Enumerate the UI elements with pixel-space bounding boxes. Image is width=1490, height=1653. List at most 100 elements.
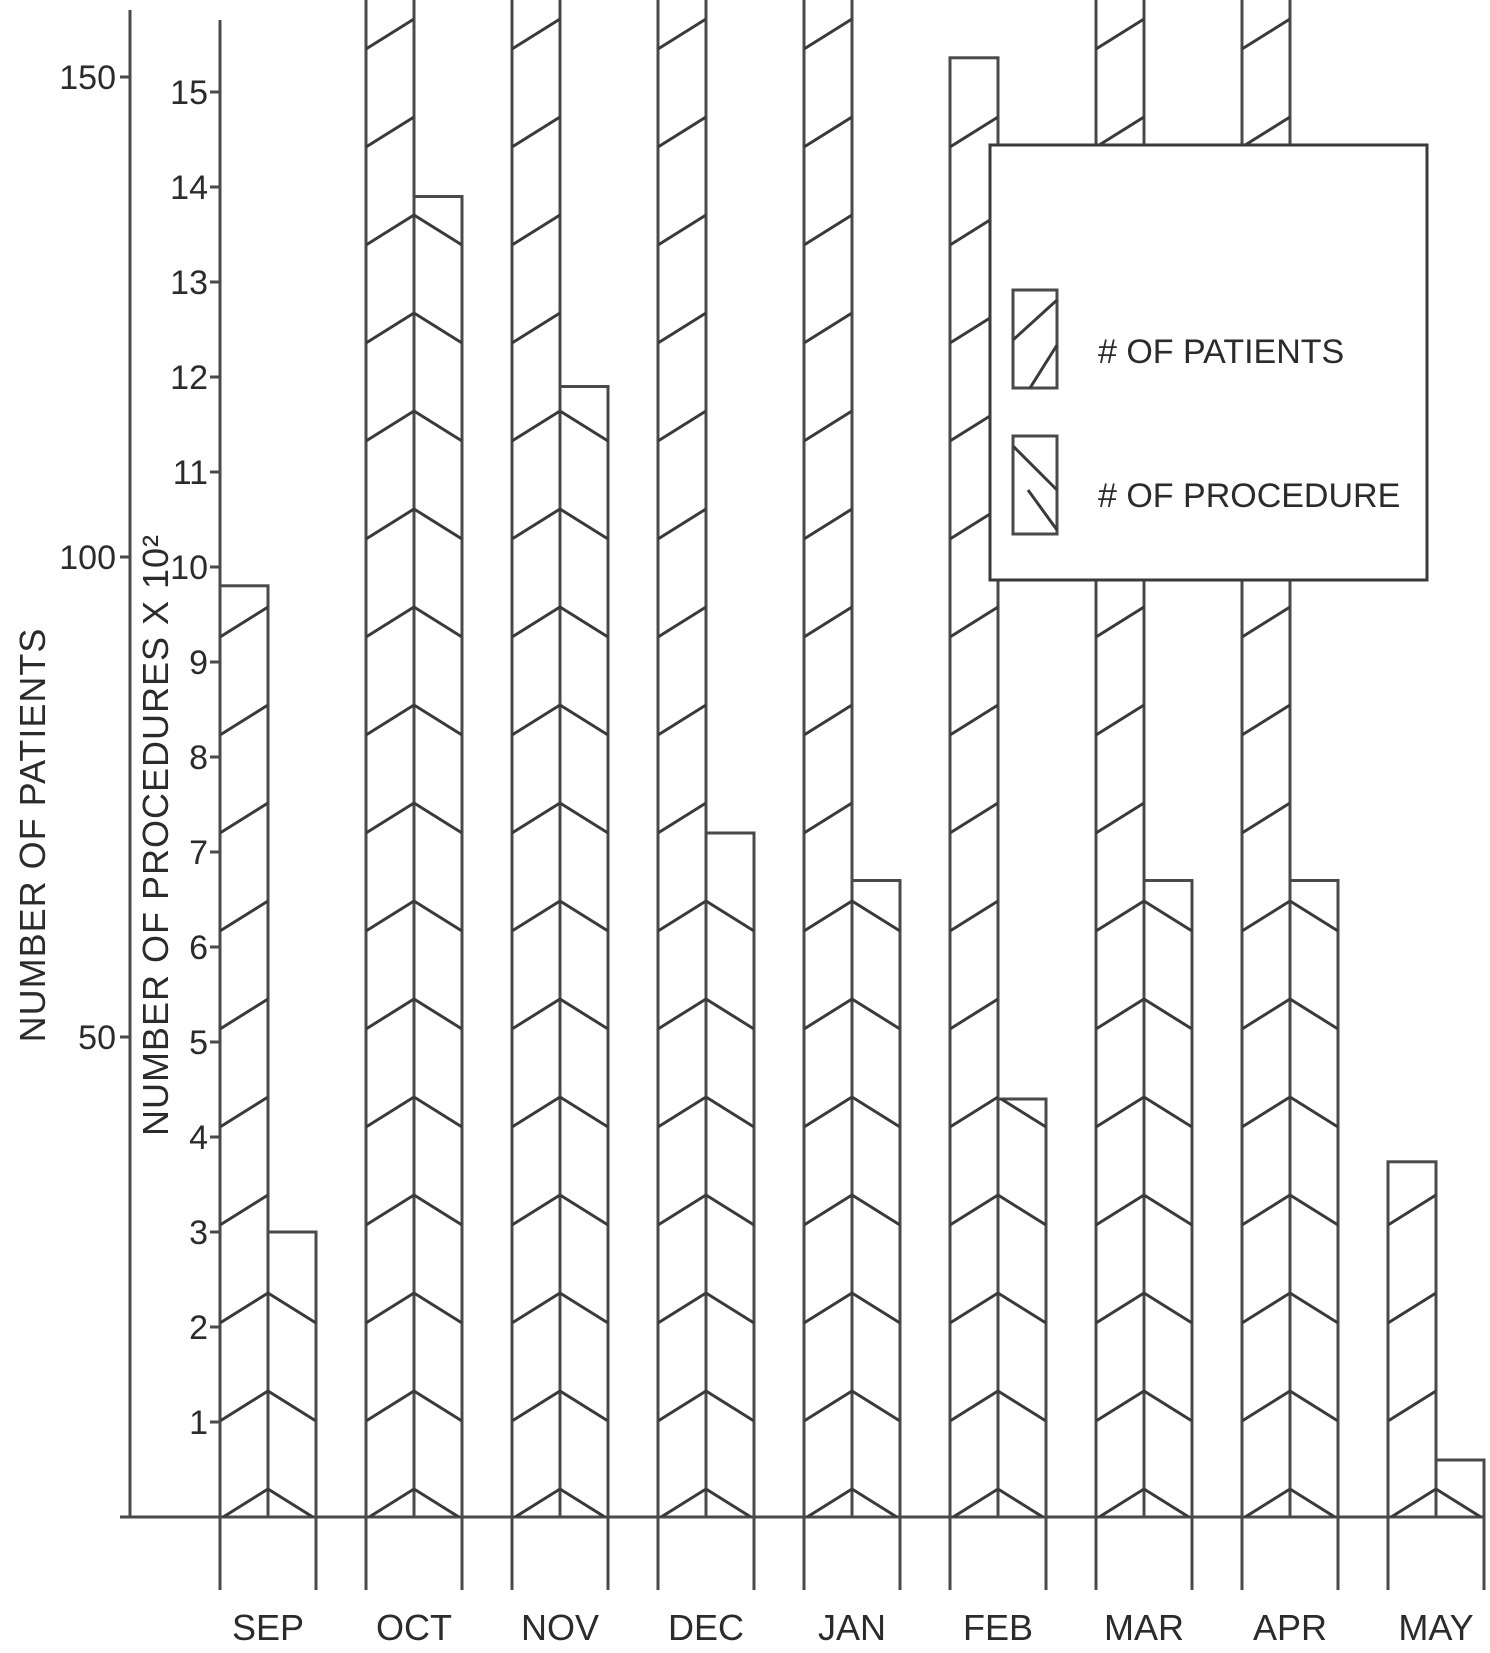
- month-label-dec: DEC: [668, 1607, 744, 1648]
- bar-pair-mar-hatch-stroke: [1096, 1291, 1192, 1325]
- bar-pair-nov-hatch-stroke: [512, 997, 608, 1031]
- bar-procedures-dec: [704, 831, 756, 1519]
- bar-group-oct: [364, 0, 464, 1519]
- bar-group-may: [1386, 1160, 1486, 1519]
- bar-pair-apr-hatch-stroke: [1242, 1291, 1338, 1325]
- bar-patients-dec: [656, 0, 708, 1519]
- bar-pair-nov-hatch-stroke: [512, 409, 608, 443]
- right-tick-label: 3: [189, 1214, 208, 1252]
- bar-patients-may: [1386, 1160, 1438, 1519]
- bar-pair-mar-hatch-stroke: [1096, 1193, 1192, 1227]
- bar-hatching: [366, 17, 462, 1517]
- bar-group-nov: [510, 0, 610, 1519]
- bar-pair-jan-hatch-stroke: [804, 1389, 900, 1423]
- bar-pair-mar-hatch-stroke: [1096, 997, 1192, 1031]
- bar-pair-apr-hatch-stroke: [1242, 997, 1338, 1031]
- right-tick-label: 10: [170, 549, 208, 587]
- right-tick-label: 15: [170, 74, 208, 112]
- bar-pair-nov-hatch-stroke: [512, 703, 608, 737]
- right-tick-label: 6: [189, 929, 208, 967]
- legend-label-procedures: # OF PROCEDURE: [1098, 477, 1400, 515]
- legend-swatch-hatch: [1011, 444, 1059, 492]
- bar-group-dec: [656, 0, 756, 1519]
- bar-pair-oct-hatch-stroke: [366, 311, 462, 345]
- bar-patients-nov: [510, 0, 562, 1519]
- bar-group-jan: [802, 0, 902, 1519]
- bar-group-sep: [218, 584, 318, 1519]
- month-label-apr: APR: [1253, 1607, 1327, 1648]
- legend-swatch-procedures: [1011, 434, 1059, 536]
- bar-pair-dec-hatch-stroke: [658, 997, 754, 1031]
- left-axis-title: NUMBER OF PATIENTS: [12, 628, 53, 1043]
- bar-pair-oct-hatch-stroke: [366, 899, 462, 933]
- month-label-feb: FEB: [963, 1607, 1033, 1648]
- bar-pair-nov-hatch-stroke: [512, 1487, 608, 1517]
- bar-pair-sep-hatch-stroke: [220, 1487, 316, 1517]
- bar-pair-feb-hatch-stroke: [950, 1193, 1046, 1227]
- bar-pair-feb-hatch-stroke: [950, 1487, 1046, 1517]
- bar-pair-dec-hatch-stroke: [658, 1487, 754, 1517]
- right-tick-label: 7: [189, 834, 208, 872]
- bar-pair-dec-hatch-stroke: [658, 899, 754, 933]
- legend: # OF PATIENTS # OF PROCEDURE: [988, 143, 1429, 582]
- bar-pair-nov-hatch-stroke: [512, 1291, 608, 1325]
- bar-pair-may-hatch-stroke: [1388, 1487, 1484, 1518]
- bar-patients-jan: [802, 0, 854, 1519]
- bar-pair-oct-hatch-stroke: [366, 507, 462, 541]
- month-label-nov: NOV: [521, 1607, 599, 1648]
- legend-label-patients: # OF PATIENTS: [1098, 333, 1344, 371]
- right-tick-label: 9: [189, 644, 208, 682]
- bar-pair-oct-hatch-stroke: [366, 997, 462, 1031]
- bar-pair-apr-hatch-stroke: [1242, 1095, 1338, 1129]
- bar-pair-oct-hatch-stroke: [366, 409, 462, 443]
- bar-pair-sep-hatch-stroke: [220, 1389, 316, 1423]
- month-label-jan: JAN: [818, 1607, 886, 1648]
- bar-procedures-sep: [266, 1230, 318, 1519]
- bar-pair-dec-hatch-stroke: [658, 1389, 754, 1423]
- bar-pair-nov-hatch-stroke: [512, 507, 608, 541]
- bar-pair-apr-hatch-stroke: [1242, 1193, 1338, 1227]
- bar-pair-mar-hatch-stroke: [1096, 1095, 1192, 1129]
- legend-swatch-hatch: [1011, 298, 1059, 342]
- left-tick-label: 150: [59, 59, 116, 97]
- bar-pair-mar-hatch-stroke: [1096, 899, 1192, 933]
- bar-pair-oct-hatch-stroke: [366, 1487, 462, 1517]
- bar-pair-oct-hatch-stroke: [366, 801, 462, 835]
- bar-pair-jan-hatch-stroke: [804, 1487, 900, 1518]
- bar-patients-oct: [364, 0, 416, 1519]
- bar-pair-apr-hatch-stroke: [1242, 899, 1338, 933]
- legend-frame: [988, 143, 1429, 582]
- bar-pair-oct-hatch-stroke: [366, 1095, 462, 1129]
- right-tick-label: 4: [189, 1119, 208, 1157]
- bar-pair-nov-hatch-stroke: [512, 1389, 608, 1423]
- bar-pair-apr-hatch-stroke: [1242, 1487, 1338, 1518]
- bar-pair-oct-hatch-stroke: [366, 605, 462, 639]
- bar-pair-jan-hatch-stroke: [804, 1095, 900, 1129]
- right-tick-label: 11: [173, 454, 208, 492]
- right-tick-label: 8: [189, 739, 208, 777]
- bar-pair-dec-hatch-stroke: [658, 1095, 754, 1129]
- right-tick-label: 12: [170, 359, 208, 397]
- bar-pair-nov-hatch-stroke: [512, 899, 608, 933]
- bar-pair-oct-hatch-stroke: [366, 1291, 462, 1325]
- bar-pair-feb-hatch-stroke: [950, 1291, 1046, 1325]
- left-tick-label: 100: [59, 539, 116, 577]
- bar-pair-nov-hatch-stroke: [512, 605, 608, 639]
- legend-swatch-patients: [1011, 288, 1059, 390]
- bar-pair-mar-hatch-stroke: [1096, 1389, 1192, 1423]
- bar-procedures-nov: [558, 385, 610, 1519]
- bar-pair-dec-hatch-stroke: [658, 1193, 754, 1227]
- left-tick-label: 50: [78, 1019, 116, 1057]
- right-tick-label: 14: [170, 169, 208, 207]
- right-axis-title: NUMBER OF PROCEDURES X 10²: [135, 534, 176, 1136]
- bar-pair-feb-hatch-stroke: [950, 1095, 1046, 1129]
- bar-pair-sep-hatch-stroke: [220, 1291, 316, 1325]
- right-tick-label: 1: [189, 1404, 208, 1442]
- bar-pair-nov-hatch-stroke: [512, 801, 608, 835]
- legend-swatch-hatch: [1028, 344, 1059, 389]
- labels: 5010015020025030035012345678910111213141…: [12, 59, 1474, 1648]
- bar-pair-jan-hatch-stroke: [804, 997, 900, 1031]
- right-tick-label: 5: [189, 1024, 208, 1062]
- bar-pair-jan-hatch-stroke: [804, 899, 900, 933]
